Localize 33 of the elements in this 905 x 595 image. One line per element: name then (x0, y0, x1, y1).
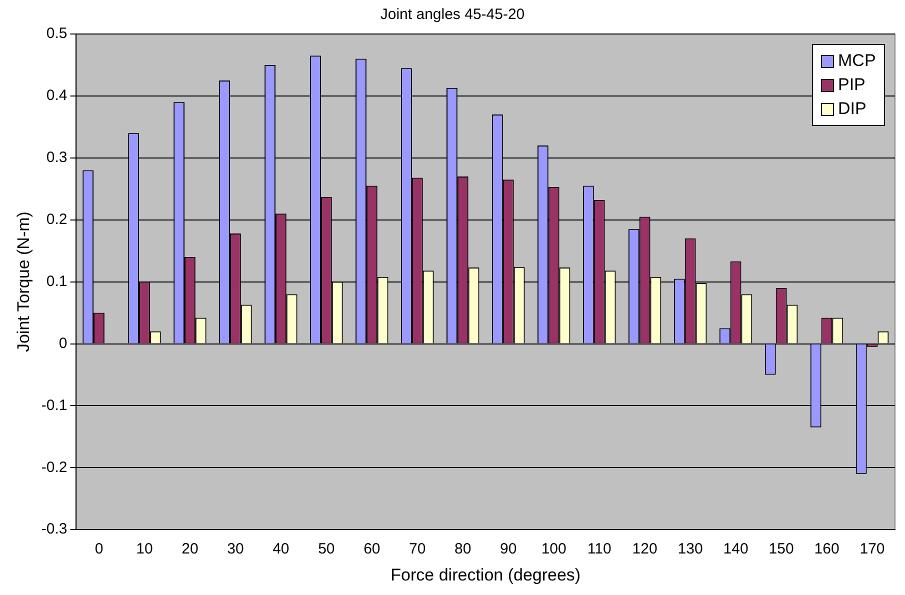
y-axis-title: Joint Torque (N-m) (14, 212, 33, 352)
x-tick-label: 130 (678, 540, 703, 558)
x-axis-title: Force direction (degrees) (390, 565, 581, 584)
y-tick-label: -0.1 (41, 396, 68, 414)
legend-label: DIP (838, 98, 866, 120)
y-tick-label: 0.3 (46, 149, 68, 166)
x-tick-label: 70 (409, 540, 426, 558)
x-tick-label: 90 (500, 540, 517, 558)
x-tick-label: 100 (541, 540, 566, 558)
y-tick-label: 0.1 (46, 272, 68, 290)
y-tick-label: -0.2 (41, 458, 68, 476)
x-tick-label: 110 (587, 540, 612, 558)
x-tick-label: 120 (632, 540, 658, 558)
y-tick-label: 0.4 (46, 87, 68, 104)
x-tick-label: 0 (94, 540, 104, 558)
x-tick-label: 80 (454, 540, 472, 558)
y-tick-label: -0.3 (41, 520, 68, 538)
x-tick-label: 150 (768, 540, 794, 558)
legend-label: MCP (838, 50, 876, 72)
x-tick-label: 30 (227, 540, 244, 558)
y-tick-label: 0 (58, 334, 68, 352)
x-tick-label: 170 (860, 540, 885, 558)
x-tick-label: 10 (136, 540, 153, 558)
x-tick-label: 60 (364, 540, 380, 558)
x-tick-label: 140 (723, 540, 748, 558)
y-tick-label: 0.2 (46, 210, 68, 228)
legend-label: PIP (838, 74, 866, 96)
chart-title: Joint angles 45-45-20 (380, 6, 525, 24)
x-tick-label: 40 (272, 540, 290, 558)
x-tick-label: 160 (814, 540, 840, 558)
x-tick-label: 50 (318, 540, 335, 558)
y-tick-label: 0.5 (46, 25, 68, 42)
x-tick-label: 20 (182, 540, 198, 558)
